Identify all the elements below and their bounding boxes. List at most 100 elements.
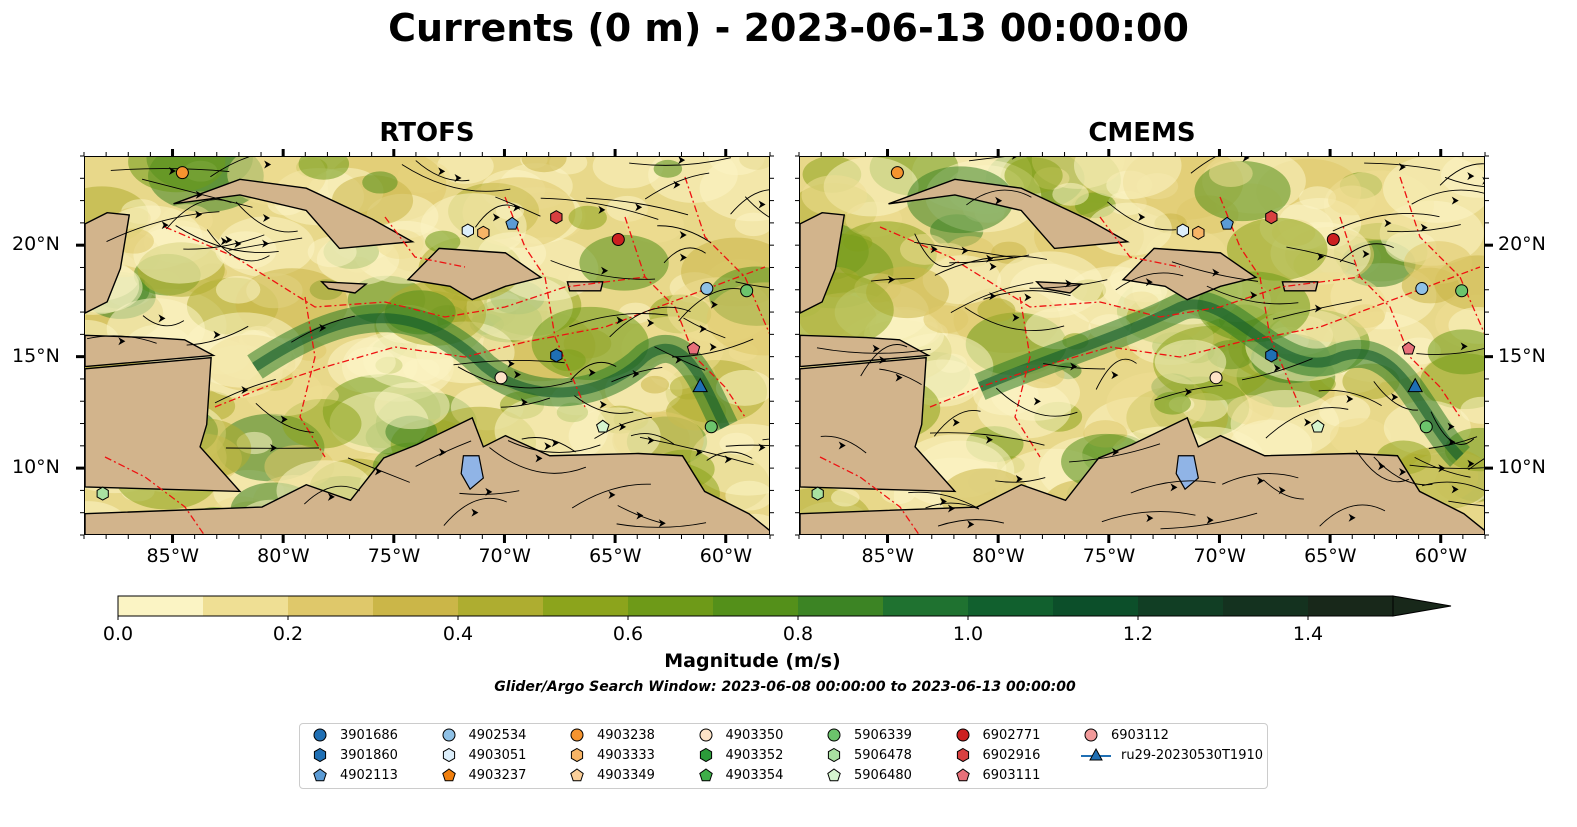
colorbar-segment — [1138, 596, 1224, 616]
legend-marker-icon — [442, 747, 455, 763]
legend-item: 4903237 — [439, 767, 527, 783]
legend-item: 4902534 — [439, 727, 527, 743]
colorbar-extend-arrow — [1392, 595, 1452, 617]
legend-item: 6903112 — [1081, 727, 1169, 743]
colorbar-tick-label: 1.0 — [952, 623, 984, 645]
legend-item: 4903051 — [439, 747, 527, 763]
legend-label: 4903354 — [725, 767, 784, 783]
lon-label: 80°W — [972, 545, 1025, 567]
legend-label: 5906478 — [854, 747, 912, 763]
search-window-caption: Glider/Argo Search Window: 2023-06-08 00… — [494, 679, 1076, 695]
legend-item: 4902113 — [310, 767, 398, 783]
colorbar-tick-label: 0.6 — [612, 623, 644, 645]
legend-label: 4903051 — [468, 747, 527, 763]
colorbar-segment — [288, 596, 374, 616]
legend-label: 6903112 — [1111, 727, 1169, 743]
legend-item: 5906478 — [824, 747, 912, 763]
lat-label: 15°N — [12, 344, 60, 367]
colorbar-tick-label: 0.4 — [442, 623, 474, 645]
legend-label: 4903238 — [597, 727, 655, 743]
legend-marker-icon — [827, 747, 841, 763]
lon-label: 80°W — [257, 545, 310, 567]
lat-label: 20°N — [12, 233, 60, 256]
legend-marker-icon — [699, 747, 712, 763]
legend-marker-icon — [698, 768, 713, 782]
legend-label: 4903352 — [725, 747, 784, 763]
legend-label: 3901860 — [340, 747, 398, 763]
legend-label: 4902534 — [468, 727, 527, 743]
lon-label: 75°W — [1082, 545, 1136, 567]
legend-marker-icon — [827, 728, 841, 742]
lon-label: 65°W — [589, 545, 642, 567]
legend-item: 4903238 — [567, 727, 655, 743]
colorbar-tick-label: 1.2 — [1122, 623, 1154, 645]
legend-item: 6903111 — [953, 767, 1041, 783]
legend-marker-icon — [955, 768, 970, 782]
lat-label: 10°N — [1498, 456, 1546, 479]
legend-label: ru29-20230530T1910 — [1121, 747, 1264, 763]
legend-marker-icon — [442, 728, 455, 742]
legend-item: 4903350 — [696, 727, 783, 743]
legend-marker-icon — [956, 747, 969, 763]
legend-marker-icon — [956, 728, 969, 742]
eez-boundaries — [104, 176, 769, 534]
streamlines — [816, 157, 1484, 530]
legend-item: 3901686 — [310, 727, 398, 743]
lon-label: 85°W — [861, 545, 914, 567]
legend-label: 6902771 — [982, 727, 1041, 743]
colorbar-tick-label: 0.2 — [272, 623, 304, 645]
panel-title-cmems: CMEMS — [1088, 118, 1196, 148]
legend: 3901686 3901860 4902113 4902534 4903051 49032… — [299, 723, 1268, 789]
map-panel-cmems — [799, 156, 1485, 535]
legend-item: 5906339 — [824, 727, 912, 743]
legend-label: 5906480 — [854, 767, 912, 783]
legend-marker-icon — [570, 728, 584, 742]
figure-title: Currents (0 m) - 2023-06-13 00:00:00 — [388, 6, 1189, 50]
legend-marker-icon — [570, 768, 584, 782]
colorbar-label: Magnitude (m/s) — [664, 650, 841, 672]
land — [800, 178, 1484, 534]
colorbar-segment — [713, 596, 799, 616]
lon-label: 70°W — [478, 545, 531, 567]
colorbar-segment — [968, 596, 1054, 616]
lat-label: 15°N — [1498, 344, 1546, 367]
colorbar-segment — [543, 596, 629, 616]
legend-item: 4903352 — [696, 747, 784, 763]
legend-marker-icon — [1081, 747, 1111, 761]
legend-marker-icon — [441, 768, 456, 782]
colorbar-tick-label: 0.0 — [102, 623, 134, 645]
colorbar-segment — [373, 596, 459, 616]
lat-label: 10°N — [12, 456, 60, 479]
colorbar-segment — [203, 596, 289, 616]
legend-item: 4903333 — [567, 747, 655, 763]
legend-item: 4903349 — [567, 767, 655, 783]
legend-label: 4903237 — [468, 767, 527, 783]
colorbar-segment — [1308, 596, 1394, 616]
legend-marker-icon — [570, 747, 584, 763]
lon-label: 60°W — [699, 545, 753, 567]
map-panel-rtofs — [84, 156, 770, 535]
legend-label: 4902113 — [340, 767, 398, 783]
eez-boundaries — [819, 176, 1484, 534]
legend-label: 6903111 — [982, 767, 1041, 783]
legend-marker-icon — [699, 728, 712, 742]
legend-label: 3901686 — [340, 727, 398, 743]
legend-marker-icon — [313, 728, 327, 742]
legend-item: 3901860 — [310, 747, 398, 763]
streamlines — [86, 157, 769, 528]
colorbar-segment — [883, 596, 969, 616]
colorbar-segment — [458, 596, 544, 616]
lon-label: 65°W — [1304, 545, 1357, 567]
land — [85, 178, 769, 534]
panel-title-rtofs: RTOFS — [379, 118, 475, 148]
legend-item: ru29-20230530T1910 — [1081, 747, 1263, 763]
colorbar-tick-label: 0.8 — [782, 623, 814, 645]
colorbar-segment — [1053, 596, 1139, 616]
colorbar-segment — [1223, 596, 1309, 616]
lon-label: 85°W — [146, 545, 199, 567]
axes-ticks — [76, 149, 1493, 543]
colorbar — [117, 595, 1452, 620]
legend-marker-icon — [313, 747, 327, 763]
lon-label: 75°W — [367, 545, 421, 567]
legend-marker-icon — [1084, 728, 1098, 742]
